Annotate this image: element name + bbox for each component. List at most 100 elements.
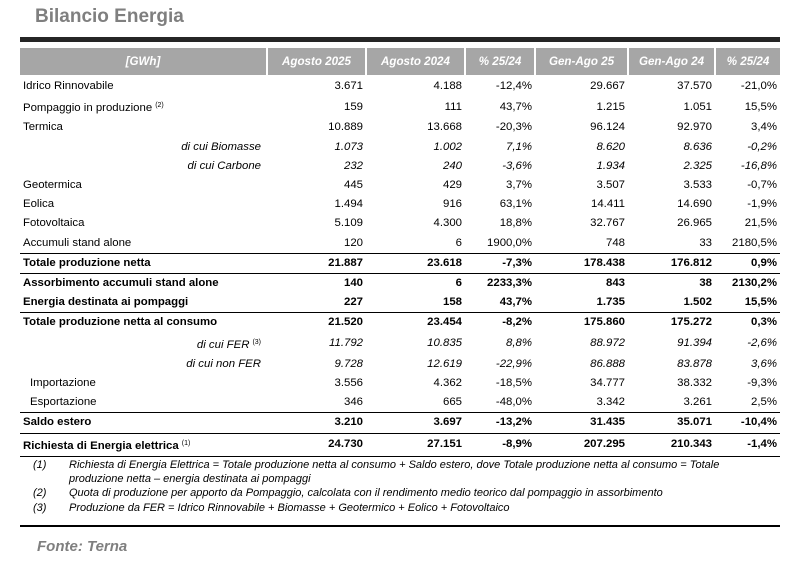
table-row: Termica 10.889 13.668 -20,3% 96.124 92.970 3,4… (20, 118, 780, 137)
row-label-text: Accumuli stand alone (23, 236, 132, 249)
table-row: Totale produzione netta 21.887 23.618 -7,3%… (20, 252, 780, 274)
row-value: 3.556 (334, 377, 363, 390)
row-value: 63,1% (499, 198, 532, 211)
row-value: 6 (366, 273, 465, 294)
row-value: 88.972 (590, 337, 625, 350)
row-label-text: Richiesta di Energia elettrica (23, 439, 179, 452)
table-row: Richiesta di Energia elettrica (1) 24.730 2… (20, 432, 780, 457)
row-label-text: Saldo estero (23, 416, 92, 429)
row-value: 11.792 (329, 337, 363, 350)
row-value: 86.888 (590, 357, 625, 370)
table-row: di cui Carbone 232 240 -3,6% 1.934 2.325 -16,8… (20, 157, 780, 176)
footnote-text: Produzione da FER = Idrico Rinnovabile +… (69, 501, 510, 514)
footnote-ref: (3) (252, 338, 261, 346)
row-value: 2180,5% (732, 236, 777, 249)
row-label: Eolica (20, 195, 267, 214)
footnote-number: (3) (33, 501, 47, 514)
row-value: -8,9% (465, 432, 535, 457)
row-label-text: Eolica (23, 198, 55, 211)
row-label-text: di cui non FER (186, 357, 261, 370)
row-value: 240 (442, 159, 462, 172)
row-value: 23.454 (366, 312, 465, 333)
row-value: -22,9% (495, 357, 532, 370)
row-value: 429 (442, 179, 462, 192)
row-label: Totale produzione netta (20, 252, 267, 274)
row-value: 96.124 (590, 121, 625, 134)
row-value: -2,6% (747, 337, 777, 350)
row-value: 6 (455, 236, 462, 249)
footnote: (3) Produzione da FER = Idrico Rinnovabil… (33, 502, 773, 516)
row-label: Saldo estero (20, 412, 267, 434)
row-label: Richiesta di Energia elettrica (1) (20, 432, 267, 457)
row-value: 14.411 (591, 198, 625, 211)
row-label-text: di cui Biomasse (181, 140, 261, 153)
row-value: 1.494 (334, 198, 363, 211)
row-value: 2130,2% (715, 273, 780, 294)
row-label-text: Esportazione (30, 396, 97, 409)
row-value: 2.325 (683, 159, 712, 172)
row-value: -16,8% (740, 159, 777, 172)
row-value: 1.502 (683, 296, 712, 309)
row-value: 8.636 (683, 140, 712, 153)
row-value: 92.970 (677, 121, 712, 134)
row-value: 3.507 (596, 179, 625, 192)
row-value: 227 (343, 296, 363, 309)
row-value: 9.728 (334, 357, 363, 370)
row-value: 33 (699, 236, 712, 249)
table-row: Eolica 1.494 916 63,1% 14.411 14.690 -1,9% (20, 195, 780, 214)
row-value: -12,4% (495, 80, 532, 92)
table-row: Assorbimento accumuli stand alone 140 6 223… (20, 273, 780, 294)
row-value: 26.965 (677, 217, 712, 230)
header-gen-ago-24: Gen-Ago 24 (628, 48, 716, 75)
row-value: 8,8% (506, 337, 532, 350)
row-value: 14.690 (677, 198, 712, 211)
footnote-text: Richiesta di Energia Elettrica = Totale … (69, 459, 720, 485)
row-value: 3.342 (596, 396, 625, 409)
row-value: 10.889 (328, 121, 363, 134)
row-value: 111 (444, 100, 462, 113)
row-value: -20,3% (495, 121, 532, 134)
table-row: Saldo estero 3.210 3.697 -13,2% 31.435 35.071… (20, 412, 780, 434)
row-value: 175.272 (628, 312, 715, 333)
page-title: Bilancio Energia (35, 6, 184, 27)
header-gen-ago-25: Gen-Ago 25 (535, 48, 629, 75)
row-value: 21.520 (267, 312, 366, 333)
row-label-text: Totale produzione netta al consumo (23, 316, 218, 329)
row-value: 21,5% (744, 217, 777, 230)
row-value: -10,4% (715, 412, 780, 434)
footnote-ref: (2) (155, 102, 164, 110)
row-label-text: di cui Carbone (187, 159, 261, 172)
header-agosto-2025: Agosto 2025 (267, 48, 367, 75)
row-value: 43,7% (499, 296, 532, 309)
row-value: 34.777 (590, 377, 625, 390)
row-label-text: Importazione (30, 377, 96, 390)
row-value: 1.735 (596, 296, 625, 309)
table-row: Idrico Rinnovabile 3.671 4.188 -12,4% 29.667… (20, 75, 780, 96)
row-value: 15,5% (744, 296, 777, 309)
row-value: 1.934 (596, 159, 625, 172)
row-value: 27.151 (366, 432, 465, 457)
row-value: 91.394 (677, 337, 712, 350)
row-value: 178.438 (535, 252, 628, 274)
row-value: 21.887 (267, 252, 366, 274)
row-value: -3,6% (502, 159, 532, 172)
row-value: -48,0% (495, 396, 532, 409)
row-value: 175.860 (535, 312, 628, 333)
row-value: 1.002 (433, 140, 462, 153)
row-value: -0,7% (747, 179, 777, 192)
row-value: 13.668 (427, 121, 462, 134)
row-value: 8.620 (596, 140, 625, 153)
row-label-text: Termica (23, 121, 63, 134)
row-value: 31.435 (535, 412, 628, 434)
row-label-text: Pompaggio in produzione (23, 102, 153, 115)
table-row: di cui FER (3) 11.792 10.835 8,8% 88.972 91.39… (20, 333, 780, 355)
row-value: 10.835 (427, 337, 462, 350)
row-label-text: Totale produzione netta (23, 256, 151, 269)
row-value: 12.619 (427, 357, 462, 370)
table-row: di cui Biomasse 1.073 1.002 7,1% 8.620 8.636 -… (20, 138, 780, 157)
row-value: 1.051 (683, 100, 712, 113)
row-value: -1,4% (715, 432, 780, 457)
footnotes: (1) Richiesta di Energia Elettrica = Tota… (33, 459, 773, 516)
table-row: di cui non FER 9.728 12.619 -22,9% 86.888 83.… (20, 355, 780, 374)
header-unit: [GWh] (20, 48, 268, 75)
